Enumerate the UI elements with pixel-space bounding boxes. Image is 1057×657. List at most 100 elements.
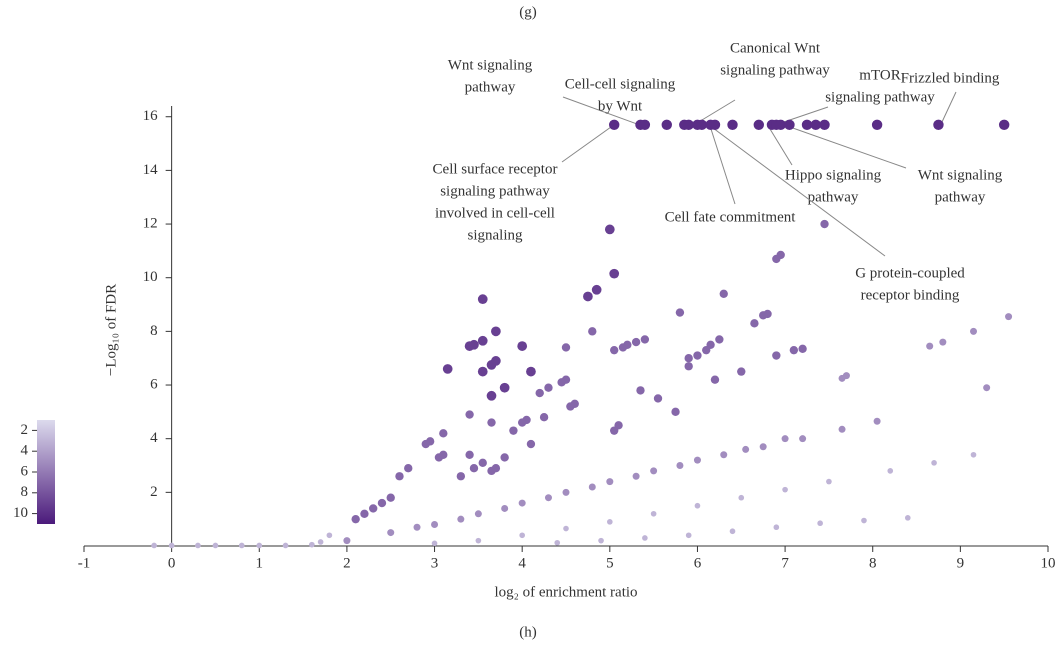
point [491, 464, 501, 473]
point [631, 337, 641, 347]
annotation-text: mTOR [859, 67, 900, 83]
point [693, 456, 701, 464]
point [810, 119, 821, 130]
point [727, 119, 738, 130]
point [861, 517, 867, 524]
point [842, 372, 850, 380]
y-tick-label: 12 [143, 215, 158, 231]
annotation-text: signaling pathway [720, 62, 830, 78]
x-tick-label: 9 [957, 555, 965, 571]
point [636, 386, 645, 395]
annotation-text: Hippo signaling [785, 167, 882, 183]
point [442, 364, 453, 374]
point [817, 520, 823, 527]
point [772, 254, 781, 264]
point [256, 542, 263, 549]
point [377, 498, 387, 508]
annotation-leader [561, 126, 612, 163]
panel-label: (g) [519, 4, 537, 20]
x-tick-label: 1 [256, 555, 264, 571]
point [702, 345, 711, 355]
point [238, 542, 245, 549]
point [464, 341, 475, 351]
point [491, 326, 501, 337]
point [773, 524, 780, 531]
point [610, 426, 619, 435]
point [369, 504, 378, 513]
point [798, 344, 807, 353]
point [1005, 313, 1013, 321]
colorbar-tick-label: 6 [21, 463, 29, 479]
point [610, 345, 619, 355]
point [588, 483, 596, 491]
annotation-leader [712, 127, 886, 257]
point [998, 119, 1010, 130]
point [709, 119, 721, 130]
point [456, 472, 466, 481]
colorbar-tick-label: 10 [13, 505, 28, 521]
point [598, 537, 604, 544]
point [715, 335, 724, 344]
annotation-text: Cell-cell signaling [565, 76, 676, 92]
point [604, 224, 615, 235]
point [640, 335, 650, 344]
point [151, 542, 157, 549]
point [759, 443, 767, 451]
point [439, 429, 448, 438]
point [557, 378, 566, 387]
point [431, 540, 438, 547]
x-tick-label: 0 [168, 555, 176, 571]
point [526, 439, 536, 449]
x-axis-label: log₂ of enrichment ratio [494, 584, 637, 600]
annotation-text: by Wnt [598, 98, 643, 114]
x-tick-label: 2 [343, 555, 351, 571]
point [591, 284, 602, 295]
point [469, 464, 479, 473]
point [696, 119, 708, 130]
point [477, 335, 488, 346]
annotation-text: involved in cell-cell [435, 205, 555, 221]
point [926, 342, 934, 350]
x-tick-label: 4 [518, 555, 526, 571]
colorbar-tick-label: 8 [21, 484, 29, 500]
point [360, 509, 369, 518]
point [212, 542, 219, 549]
point [499, 382, 510, 393]
point [282, 542, 289, 549]
point [738, 494, 745, 501]
point [784, 119, 795, 130]
y-tick-label: 6 [150, 376, 158, 392]
point [309, 541, 315, 548]
point [676, 462, 684, 470]
point [782, 486, 788, 493]
point [826, 478, 832, 485]
point [588, 327, 597, 336]
x-tick-label: -1 [78, 555, 91, 571]
point [404, 464, 413, 473]
point [500, 453, 509, 462]
y-tick-label: 14 [143, 162, 159, 178]
point [661, 119, 672, 130]
point [710, 375, 720, 384]
annotation-text: pathway [935, 189, 986, 205]
x-tick-label: 7 [781, 555, 789, 571]
point [439, 450, 448, 459]
point [904, 515, 911, 521]
point [351, 514, 360, 524]
annotation-text: Cell fate commitment [665, 209, 797, 225]
point [694, 502, 701, 509]
point [326, 532, 333, 539]
point [873, 417, 881, 425]
point [789, 345, 799, 355]
colorbar-tick-label: 4 [21, 443, 29, 459]
point [195, 542, 201, 549]
point [742, 445, 750, 453]
point [570, 399, 579, 408]
annotation-text: signaling [468, 227, 523, 243]
y-tick-label: 4 [150, 430, 158, 446]
point [518, 418, 527, 427]
point [759, 311, 768, 320]
point [609, 268, 620, 279]
point [563, 525, 569, 532]
point [684, 362, 693, 371]
